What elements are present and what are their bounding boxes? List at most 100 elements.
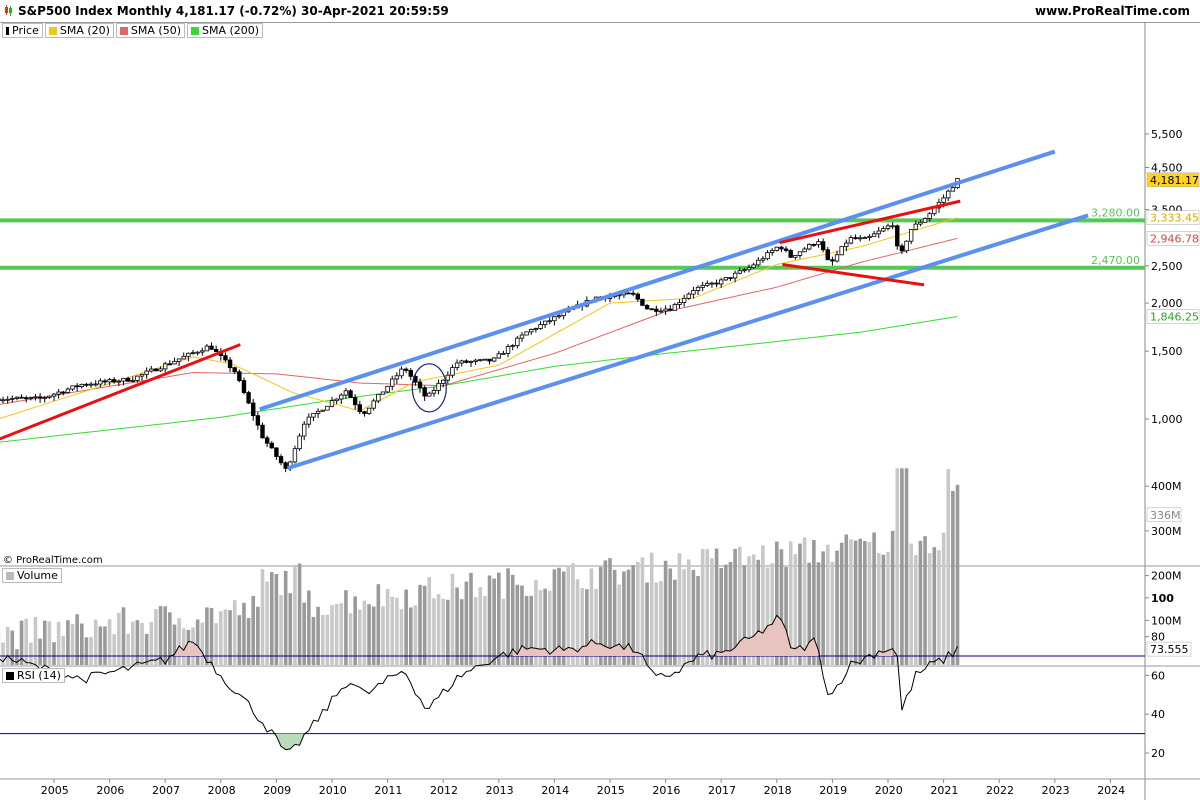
volume-bar <box>714 548 719 665</box>
candle <box>376 393 381 404</box>
volume-bar <box>140 622 144 665</box>
volume-bar <box>529 595 534 665</box>
candle <box>408 368 413 381</box>
candle-body <box>635 293 640 300</box>
candle-body <box>320 409 325 412</box>
candle-body <box>941 197 946 203</box>
candle <box>700 282 705 292</box>
candle-body <box>640 298 645 306</box>
volume-bar <box>38 638 42 665</box>
legend-sma200[interactable]: SMA (200) <box>187 23 264 38</box>
candle-body <box>297 435 302 450</box>
candle <box>635 292 640 302</box>
volume-legend[interactable]: Volume <box>2 568 62 583</box>
candle-body <box>172 360 177 365</box>
candle <box>251 398 256 421</box>
candle <box>538 321 543 330</box>
volume-bar <box>61 635 66 665</box>
volume-bar <box>682 569 686 665</box>
volume-bar <box>93 619 98 665</box>
candle <box>283 461 288 473</box>
volume-bar <box>631 565 635 665</box>
candle-body <box>88 383 94 386</box>
candle <box>431 386 437 397</box>
candle-body <box>107 379 112 383</box>
volume-bar <box>33 616 38 665</box>
candle-body <box>797 251 803 256</box>
candle <box>644 303 650 310</box>
candle <box>269 441 274 449</box>
candle <box>274 447 279 460</box>
candle-body <box>436 382 441 391</box>
volume-bar <box>135 620 140 665</box>
candle-body <box>556 315 562 318</box>
candle <box>487 358 492 365</box>
candle <box>783 246 789 253</box>
volume-bar <box>5 626 10 665</box>
candle <box>306 413 312 428</box>
candle-body <box>714 282 719 285</box>
candle <box>23 395 29 403</box>
volume-bar <box>835 550 839 665</box>
candle <box>190 349 196 355</box>
legend-price[interactable]: Price <box>2 23 43 38</box>
candle-body <box>519 334 525 339</box>
candle <box>255 412 261 430</box>
candle <box>848 235 854 245</box>
candle-body <box>723 277 729 281</box>
volume-bar <box>288 593 293 665</box>
volume-bar <box>696 575 700 665</box>
candle <box>797 251 803 259</box>
candle-body <box>742 269 747 272</box>
candle-body <box>946 190 951 199</box>
candle <box>705 280 710 287</box>
candle-body <box>167 363 173 366</box>
candle <box>223 352 228 363</box>
candle <box>793 255 798 260</box>
volume-bar <box>29 642 33 665</box>
time-tick-label: 2018 <box>764 784 792 797</box>
rsi-last-box <box>1146 641 1192 657</box>
volume-bar <box>700 548 705 665</box>
candle <box>630 290 636 297</box>
volume-bar <box>144 634 149 665</box>
candle <box>774 246 779 252</box>
candle-body <box>200 350 205 353</box>
candle <box>320 409 325 412</box>
volume-bar <box>904 468 909 665</box>
candle-body <box>538 324 543 329</box>
volume-bar <box>362 600 367 665</box>
candle <box>769 248 775 256</box>
time-tick-label: 2021 <box>930 784 958 797</box>
price-legend: Price SMA (20) SMA (50) SMA (200) <box>2 23 265 38</box>
rsi-tick-label: 100 <box>1151 592 1174 605</box>
candle-body <box>672 304 678 311</box>
candle-body <box>440 379 446 384</box>
chart-title: S&P500 Index Monthly 4,181.17 (-0.72%) 3… <box>18 4 449 18</box>
last-price-tag: 4,181.17 <box>1150 174 1199 187</box>
volume-bar <box>52 642 56 665</box>
site-name[interactable]: www.ProRealTime.com <box>1035 4 1190 18</box>
candle-body <box>362 411 367 414</box>
candle <box>93 380 98 387</box>
volume-bar <box>344 590 348 665</box>
candle <box>839 246 844 256</box>
rsi-oversold-fill <box>276 733 305 750</box>
candle <box>79 383 84 389</box>
legend-sma20[interactable]: SMA (20) <box>44 23 114 38</box>
rsi-legend[interactable]: RSI (14) <box>2 668 65 683</box>
volume-bar <box>117 612 121 665</box>
candle-body <box>691 290 696 295</box>
volume-bar <box>256 606 260 665</box>
candle-body <box>681 297 687 303</box>
volume-bar <box>501 598 506 665</box>
candle <box>325 405 330 411</box>
sma20-line <box>0 217 958 420</box>
legend-sma50[interactable]: SMA (50) <box>115 23 185 38</box>
candle <box>501 350 506 355</box>
volume-bar <box>955 484 960 665</box>
volume-bar <box>557 567 561 665</box>
volume-bar <box>561 571 566 665</box>
candle <box>649 308 654 311</box>
